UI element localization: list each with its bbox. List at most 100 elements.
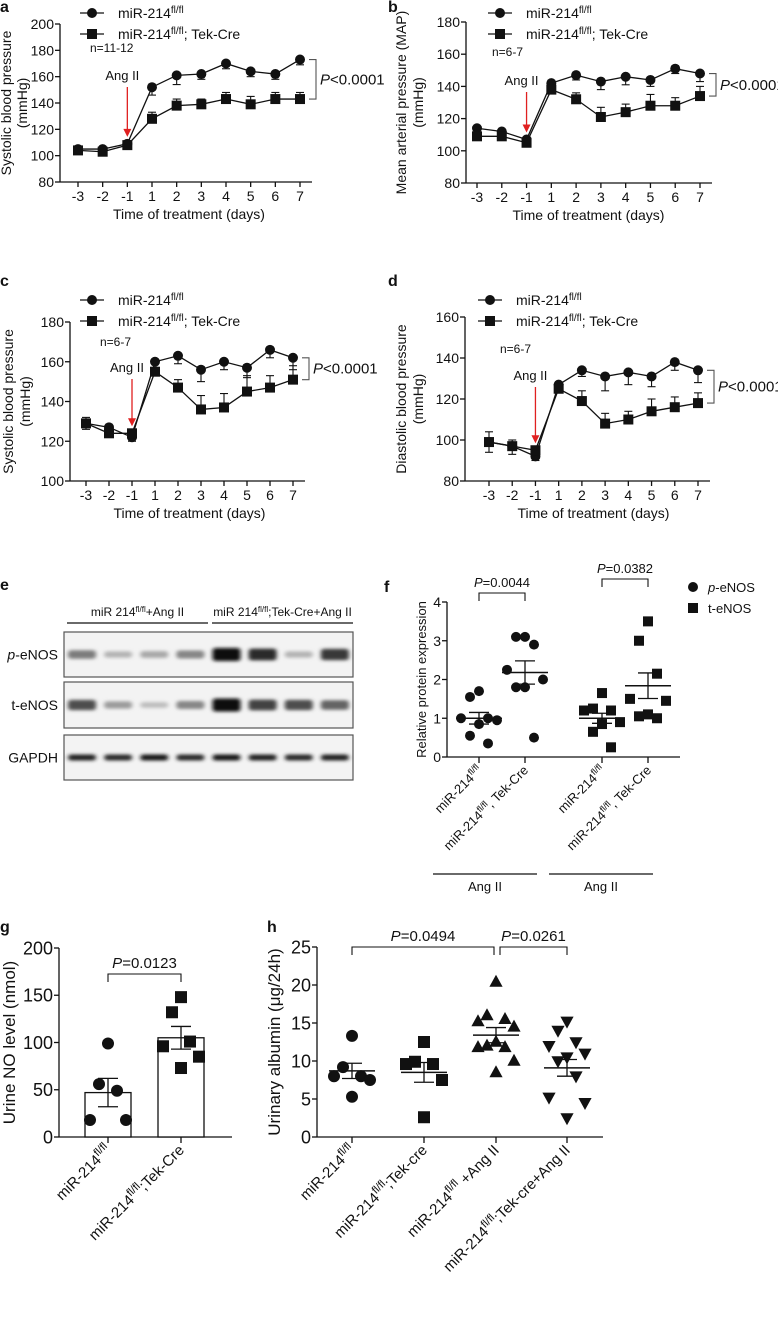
group-3: miR-214fl/fl, Tek-Cre: [563, 616, 671, 853]
panel-a: a 80 100 120 140 160 180 200 -3 -2 -1 1 2 3 4 5 6 7 Time o…: [0, 0, 385, 222]
y-tick-label: 0: [433, 749, 441, 765]
label-superscript: fl/fl: [171, 26, 184, 37]
label-base: miR-214: [526, 5, 579, 21]
x-tick-label: 1: [547, 189, 555, 205]
data-point: [646, 371, 657, 382]
data-point: [346, 1090, 358, 1103]
y-tick-label: 100: [23, 1033, 53, 1053]
legend-circle-icon: [495, 8, 505, 18]
y-tick-label: 140: [436, 350, 460, 366]
label-base: miR 214: [91, 605, 136, 619]
x-tick-label: 5: [243, 487, 251, 503]
protein-band: [104, 754, 133, 761]
significance-bracket: [478, 592, 526, 601]
y-tick-label: 160: [31, 69, 55, 85]
data-point: [600, 371, 611, 382]
data-point: [483, 738, 493, 749]
x-tick-label: 2: [578, 487, 586, 503]
data-point: [551, 1056, 565, 1069]
protein-band: [320, 700, 349, 710]
x-tick-label: -3: [483, 487, 496, 503]
significance-bracket: [499, 946, 568, 955]
x-tick-label: 5: [647, 189, 655, 205]
data-point: [111, 1084, 123, 1097]
data-point: [471, 1014, 485, 1027]
y-axis-unit: (mmHg): [17, 376, 33, 427]
data-point: [643, 709, 653, 720]
panel-label: d: [388, 273, 398, 290]
blot-group-label: miR 214fl/fl;Tek-Cre+Ang II: [213, 605, 352, 620]
label-base: miR-214: [118, 5, 171, 21]
p-italic: P: [112, 955, 122, 972]
x-tick-label: -1: [520, 189, 533, 205]
data-point: [97, 146, 108, 157]
data-point: [615, 717, 625, 728]
data-point: [620, 71, 631, 82]
data-point: [595, 111, 606, 122]
x-tick-label: -3: [80, 487, 93, 503]
label-suffix: ;Tek-cre+Ang II: [490, 1142, 574, 1226]
x-tick-label: 4: [220, 487, 228, 503]
x-category-label: miR-214fl/fl;Tek-cre+Ang II: [439, 1140, 574, 1275]
y-axis-title: Relative protein expression: [414, 601, 429, 758]
panel-label: e: [0, 577, 9, 594]
data-point: [670, 63, 681, 74]
p-value-text: =0.0123: [122, 955, 177, 972]
red-arrow-head-icon: [522, 124, 531, 133]
data-point: [471, 1040, 485, 1053]
y-tick-label: 0: [301, 1127, 311, 1147]
data-point: [147, 82, 157, 93]
data-point: [265, 382, 275, 393]
data-point: [498, 1012, 512, 1024]
data-point: [480, 1038, 494, 1051]
x-tick-label: 3: [597, 189, 605, 205]
y-tick-label: 20: [291, 975, 311, 995]
data-point: [560, 1052, 574, 1065]
data-point: [166, 1006, 178, 1019]
row-label-text: GAPDH: [8, 750, 58, 766]
n-label: n=6-7: [100, 335, 131, 349]
legend-label: miR-214fl/fl: [516, 292, 582, 309]
data-point: [364, 1074, 376, 1086]
label-base: miR-214: [297, 1152, 349, 1204]
label-superscript: fl/fl: [569, 292, 582, 303]
data-point: [576, 365, 587, 376]
label-superscript: fl/fl: [171, 5, 184, 16]
data-point: [474, 686, 484, 697]
legend-square-icon: [485, 316, 495, 326]
y-axis-title: Systolic blood pressure: [0, 30, 14, 175]
x-tick-label: 4: [624, 487, 632, 503]
label-base: miR-214: [118, 292, 171, 308]
data-point: [569, 1071, 583, 1084]
x-category-label: miR-214fl/fl, Tek-Cre: [563, 762, 654, 853]
y-axis-title: Urinary albumin (μg/24h): [265, 948, 284, 1135]
data-point: [620, 107, 631, 118]
significance-bracket: [601, 578, 649, 587]
panel-b: b 80 100 120 140 160 180 -3 -2 -1 1 2 3 4 5 6 7 Time of t…: [388, 0, 778, 223]
label-base: miR-214: [53, 1152, 105, 1204]
x-axis-title: Time of treatment (days): [513, 207, 665, 223]
series-1: [73, 91, 305, 157]
data-point: [472, 123, 482, 134]
data-point: [492, 715, 502, 726]
p-value-text: =0.0494: [401, 928, 456, 945]
data-point: [171, 70, 182, 81]
x-tick-label: 7: [694, 487, 702, 503]
legend-circle-icon: [87, 8, 97, 18]
x-tick-label: -2: [96, 188, 109, 204]
x-tick-label: 7: [289, 487, 297, 503]
x-axis-title: Time of treatment (days): [113, 206, 265, 222]
data-point: [196, 99, 207, 110]
label-base: miR-214: [331, 1189, 383, 1241]
data-point: [670, 100, 681, 111]
protein-band: [248, 754, 277, 761]
y-tick-label: 100: [41, 473, 65, 489]
x-tick-label: 3: [197, 188, 205, 204]
data-point: [669, 402, 680, 413]
y-tick-label: 1: [433, 710, 441, 726]
protein-band: [284, 651, 313, 658]
blot-group-label: miR 214fl/fl+Ang II: [91, 605, 184, 620]
y-tick-label: 150: [23, 986, 53, 1006]
